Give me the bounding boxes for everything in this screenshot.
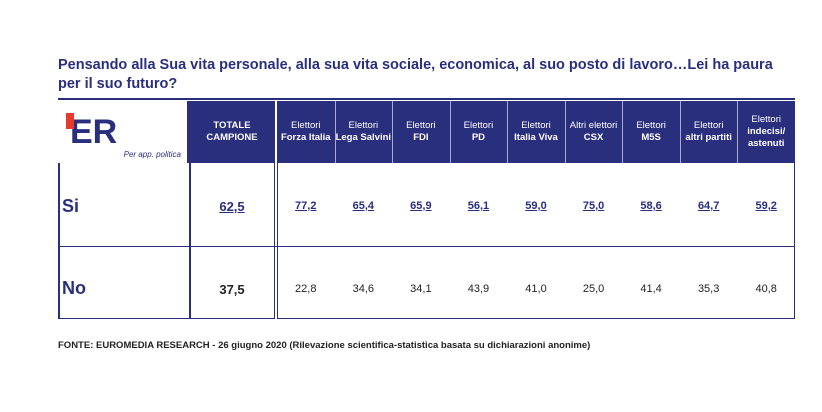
logo-subtitle: Per app. politica [123,150,181,159]
cell-si-7: 58,6 [640,200,662,212]
header-label-top: Elettori [406,120,436,131]
header-label-bold: FDI [413,132,429,143]
header-separator [622,101,624,163]
header-column-8: Elettori altri partiti [680,101,738,163]
header-label-top: Elettori [348,120,379,131]
header-column-1: Elettori Forza Italia [277,101,335,163]
header-label-top: Elettori [636,120,666,131]
cell-no-4: 43,9 [467,283,490,295]
header-separator [679,101,681,163]
row-label-no: No [62,278,86,298]
header-label-bold: altri partiti [685,132,732,143]
header-separator [564,101,566,163]
header-separator [449,101,451,163]
cell-no-5: 41,0 [525,283,547,295]
header-separator [737,101,739,163]
header-totale-campione: TOTALE CAMPIONE [189,101,275,163]
header-column-9: Elettori indecisi/ astenuti [737,101,795,163]
header-label-top: TOTALE [213,120,251,131]
cell-si-9: 59,2 [755,200,777,212]
cell-no-1: 22,8 [295,283,317,295]
euromedia-logo: ER [66,113,117,151]
title-divider [58,98,795,100]
header-label-bold: CSX [583,132,604,143]
cell-no-3: 34,1 [410,283,432,295]
cell-no-9: 40,8 [755,283,777,295]
cell-no-0: 37,5 [219,282,245,297]
row-label-frame [58,163,191,319]
cell-si-3: 65,9 [410,200,432,212]
cell-si-2: 65,4 [352,200,375,212]
header-label-bold: indecisi/ astenuti [747,126,786,149]
header-label-bold: CAMPIONE [206,132,258,143]
cell-si-4: 56,1 [467,200,490,212]
header-label-bold: Forza Italia [280,132,331,143]
header-label-bold: Italia Viva [514,132,558,143]
header-column-5: Elettori Italia Viva [507,101,565,163]
header-label-bold: PD [471,132,486,143]
header-label-bold: Lega Salvini [335,132,392,143]
cell-si-8: 64,7 [697,200,720,212]
totale-column-frame [189,163,275,319]
cell-si-6: 75,0 [582,200,605,212]
header-label-top: Elettori [751,114,781,125]
header-column-6: Altri elettori CSX [565,101,623,163]
cell-si-0: 62,5 [219,199,245,214]
cell-no-6: 25,0 [582,283,605,295]
header-separator [334,101,336,163]
row-divider [58,246,795,247]
cell-no-8: 35,3 [697,283,720,295]
header-label-top: Elettori [290,120,321,131]
source-note: FONTE: EUROMEDIA RESEARCH - 26 giugno 20… [58,340,591,351]
header-label-top: Elettori [463,120,494,131]
cell-si-1: 77,2 [295,200,317,212]
header-column-7: Elettori M5S [622,101,680,163]
header-label-top: Elettori [693,120,724,131]
cell-no-2: 34,6 [352,283,375,295]
electorate-values-frame [277,163,795,319]
header-column-4: Elettori PD [450,101,508,163]
question-title: Pensando alla Sua vita personale, alla s… [58,57,773,92]
header-separator [392,101,394,163]
header-column-2: Elettori Lega Salvini [335,101,393,163]
cell-no-7: 41,4 [640,283,662,295]
header-label-top: Altri elettori [569,120,618,131]
electorate-header-band: Elettori Forza Italia Elettori Lega Salvini… [277,101,795,163]
header-label-bold: M5S [641,132,661,143]
cell-si-5: 59,0 [525,200,547,212]
logo-cell: ER Per app. politica [58,101,189,163]
header-separator [507,101,509,163]
row-label-si: Si [62,196,80,216]
header-column-3: Elettori FDI [392,101,450,163]
header-label-top: Elettori [521,120,551,131]
logo-letters: ER [70,113,117,151]
